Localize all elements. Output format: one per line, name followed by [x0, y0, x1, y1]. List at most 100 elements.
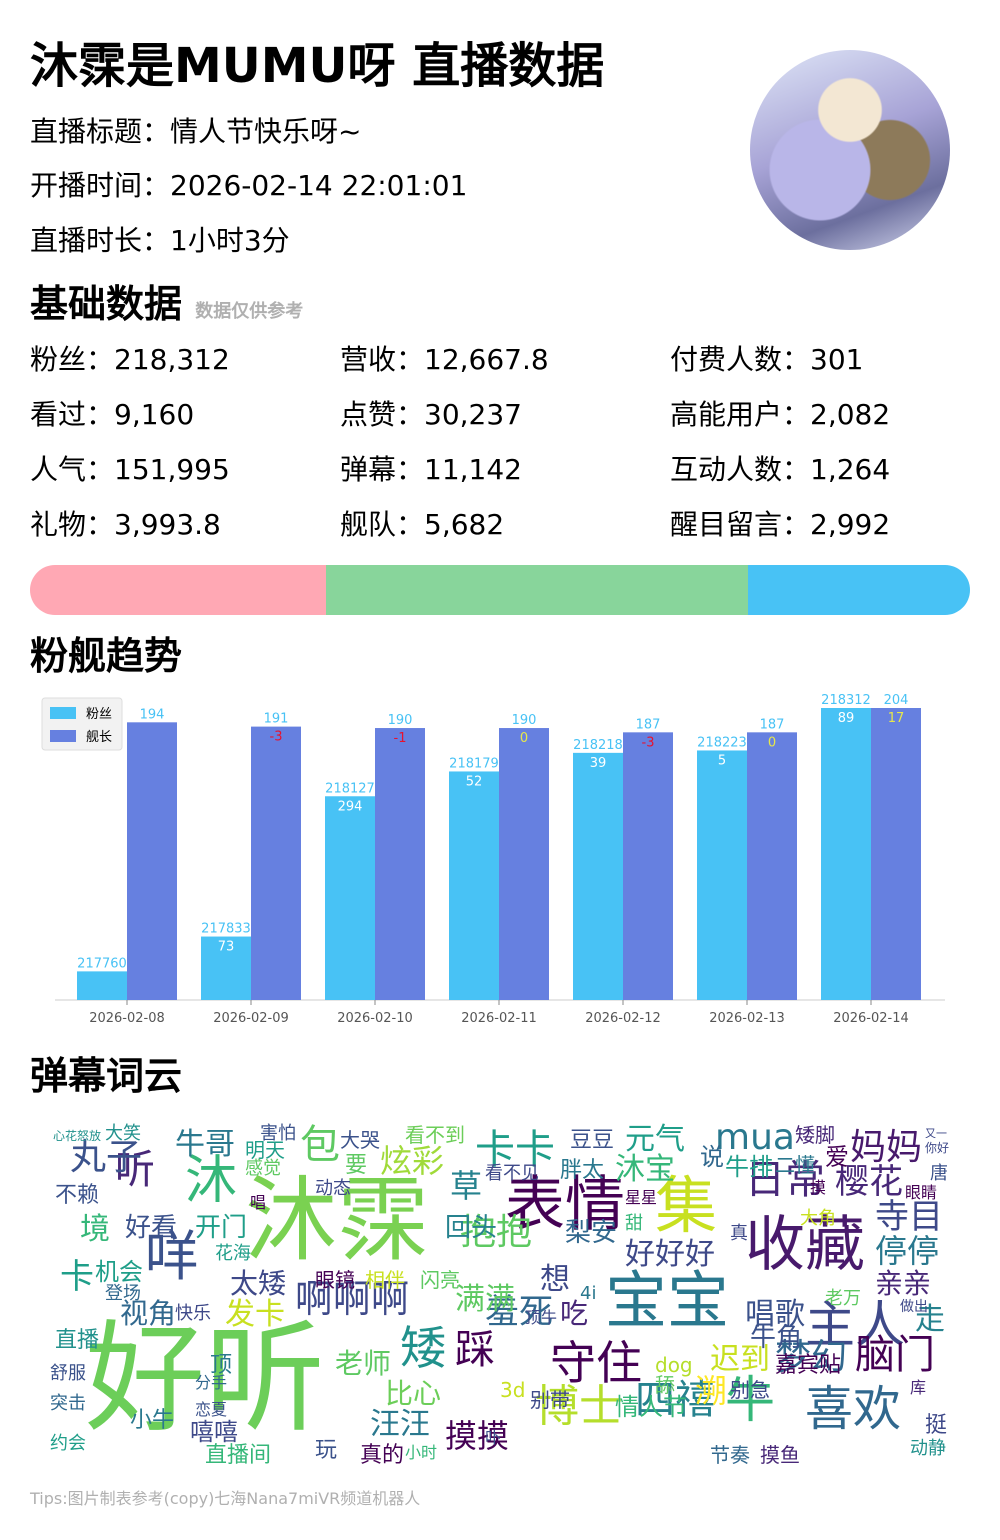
cloud-word: 守住 [550, 1336, 642, 1390]
cloud-word: 集 [655, 1169, 718, 1242]
stat-item: 付费人数：301 [670, 343, 864, 376]
cloud-word: 大角 [800, 1208, 836, 1229]
guard-bar [623, 732, 673, 1000]
cloud-word: 境 [80, 1212, 110, 1247]
x-tick-label: 2026-02-13 [709, 1011, 785, 1026]
fans-value-label: 218223 [697, 735, 747, 750]
cloud-word: 唐 [930, 1163, 948, 1184]
legend-swatch-fans [50, 707, 76, 719]
fans-bar [821, 708, 871, 1000]
cloud-word: 4i [580, 1283, 597, 1304]
stat-item: 醒目留言：2,992 [670, 508, 891, 541]
cloud-word: 草 [450, 1167, 483, 1205]
cloud-word: 豆豆 [570, 1128, 615, 1153]
cloud-word: 胖太 [560, 1158, 605, 1183]
guard-bar [871, 708, 921, 1000]
cloud-word: 四禧 [635, 1377, 715, 1423]
legend-swatch-guard [50, 730, 76, 742]
cloud-word: 收藏 [745, 1210, 865, 1280]
fans-value-label: 218127 [325, 781, 375, 796]
cloud-word: 小时 [405, 1443, 438, 1462]
cloud-word: 真的 [360, 1443, 405, 1468]
fans-bar [325, 796, 375, 1000]
cloud-word: 心花怒放 [53, 1129, 102, 1143]
cloud-word: 寺目 [875, 1197, 943, 1237]
x-tick-label: 2026-02-08 [89, 1011, 165, 1026]
cloud-word: 包 [300, 1122, 340, 1168]
cloud-word: 摸摸 [445, 1417, 510, 1455]
ratio-segment [326, 565, 749, 615]
cloud-word: 宝宝 [605, 1264, 730, 1337]
guard-bar [499, 728, 549, 1000]
guard-value-label: 190 [388, 713, 413, 728]
cloud-word: 老师 [335, 1347, 392, 1380]
cloud-word: 3d [500, 1378, 526, 1402]
cloud-word: 矮 [400, 1321, 446, 1375]
cloud-word: 直播间 [205, 1443, 272, 1468]
cloud-word: 梦幻 [775, 1337, 848, 1378]
x-tick-label: 2026-02-12 [585, 1011, 661, 1026]
footer-tips: Tips:图片制表参考(copy)七海Nana7miVR频道机器人 [30, 1489, 421, 1508]
cloud-word: 真 [730, 1223, 748, 1244]
cloud-word: 表情 [505, 1170, 625, 1240]
cloud-word: 二懂 [775, 1153, 815, 1177]
stat-item: 互动人数：1,264 [670, 453, 891, 486]
cloud-word: 约会 [50, 1433, 86, 1454]
x-tick-label: 2026-02-14 [833, 1011, 909, 1026]
cloud-word: 要 [345, 1153, 368, 1178]
cloud-word: 梨安 [565, 1218, 618, 1248]
start-time: 开播时间：2026-02-14 22:01:01 [30, 169, 468, 202]
cloud-word: 别急 [730, 1378, 770, 1402]
cloud-word: 喜欢 [805, 1381, 902, 1437]
fans-delta-label: 39 [590, 756, 607, 771]
fans-bar [573, 752, 623, 1000]
cloud-word: 抱抱 [460, 1212, 533, 1253]
cloud-word: 想 [540, 1262, 570, 1297]
cloud-word: 舔 [655, 1373, 675, 1397]
cloud-word: 做出 [900, 1299, 928, 1315]
cloud-word: 牛 [725, 1371, 775, 1429]
cloud-word: dog [655, 1353, 693, 1377]
cloud-word: 星星 [625, 1188, 658, 1207]
cloud-word: 登场 [105, 1283, 141, 1304]
cloud-word: 别带 [530, 1388, 570, 1412]
basic-note: 数据仅供参考 [195, 301, 304, 322]
cloud-word: 炫彩 [380, 1142, 445, 1180]
cloud-word: 牛角 [750, 1323, 803, 1353]
ratio-bar [30, 565, 970, 615]
cloud-word: 走 [915, 1302, 945, 1337]
cloud-word: 开门 [195, 1213, 248, 1243]
fans-delta-label: 52 [466, 774, 483, 789]
cloud-word: 溯 [695, 1372, 728, 1410]
cloud-word: 好好好 [625, 1237, 715, 1272]
cloud-word: 又一 [925, 1127, 947, 1140]
cloud-word: 说 [700, 1143, 724, 1171]
cloud-word: 沐霂 [245, 1167, 430, 1274]
cloud-word: 日常 [745, 1157, 825, 1203]
cloud-word: 大笑 [105, 1123, 141, 1144]
cloud-word: 回头 [445, 1213, 498, 1243]
stat-item: 弹幕：11,142 [340, 453, 522, 486]
fans-value-label: 217833 [201, 922, 251, 937]
fans-delta-label: 5 [718, 753, 726, 768]
wordcloud-heading: 弹幕词云 [30, 1054, 183, 1098]
cloud-word: 看不见 [485, 1163, 539, 1184]
cloud-word: 啊啊啊 [295, 1277, 410, 1321]
x-tick-label: 2026-02-11 [461, 1011, 537, 1026]
guard-delta-label: 0 [768, 735, 776, 750]
cloud-word: 卟 [485, 1428, 502, 1447]
page-title: 沐霂是MUMU呀 直播数据 [30, 38, 605, 94]
cloud-word: 嘉宾贴 [775, 1353, 842, 1378]
cloud-word: 太矮 [230, 1267, 287, 1300]
cloud-word: 嘻嘻 [190, 1418, 238, 1446]
fans-value-label: 218312 [821, 693, 871, 708]
cloud-word: mua [715, 1120, 795, 1158]
guard-value-label: 187 [636, 717, 661, 732]
fans-delta-label: 89 [838, 711, 855, 726]
cloud-word: 踩 [455, 1327, 495, 1373]
guard-bar [251, 726, 301, 1000]
fans-bar [449, 771, 499, 1000]
cloud-word: 看不到 [405, 1123, 465, 1147]
cloud-word: 舒服 [50, 1363, 86, 1384]
cloud-word: 相伴 [365, 1268, 405, 1292]
